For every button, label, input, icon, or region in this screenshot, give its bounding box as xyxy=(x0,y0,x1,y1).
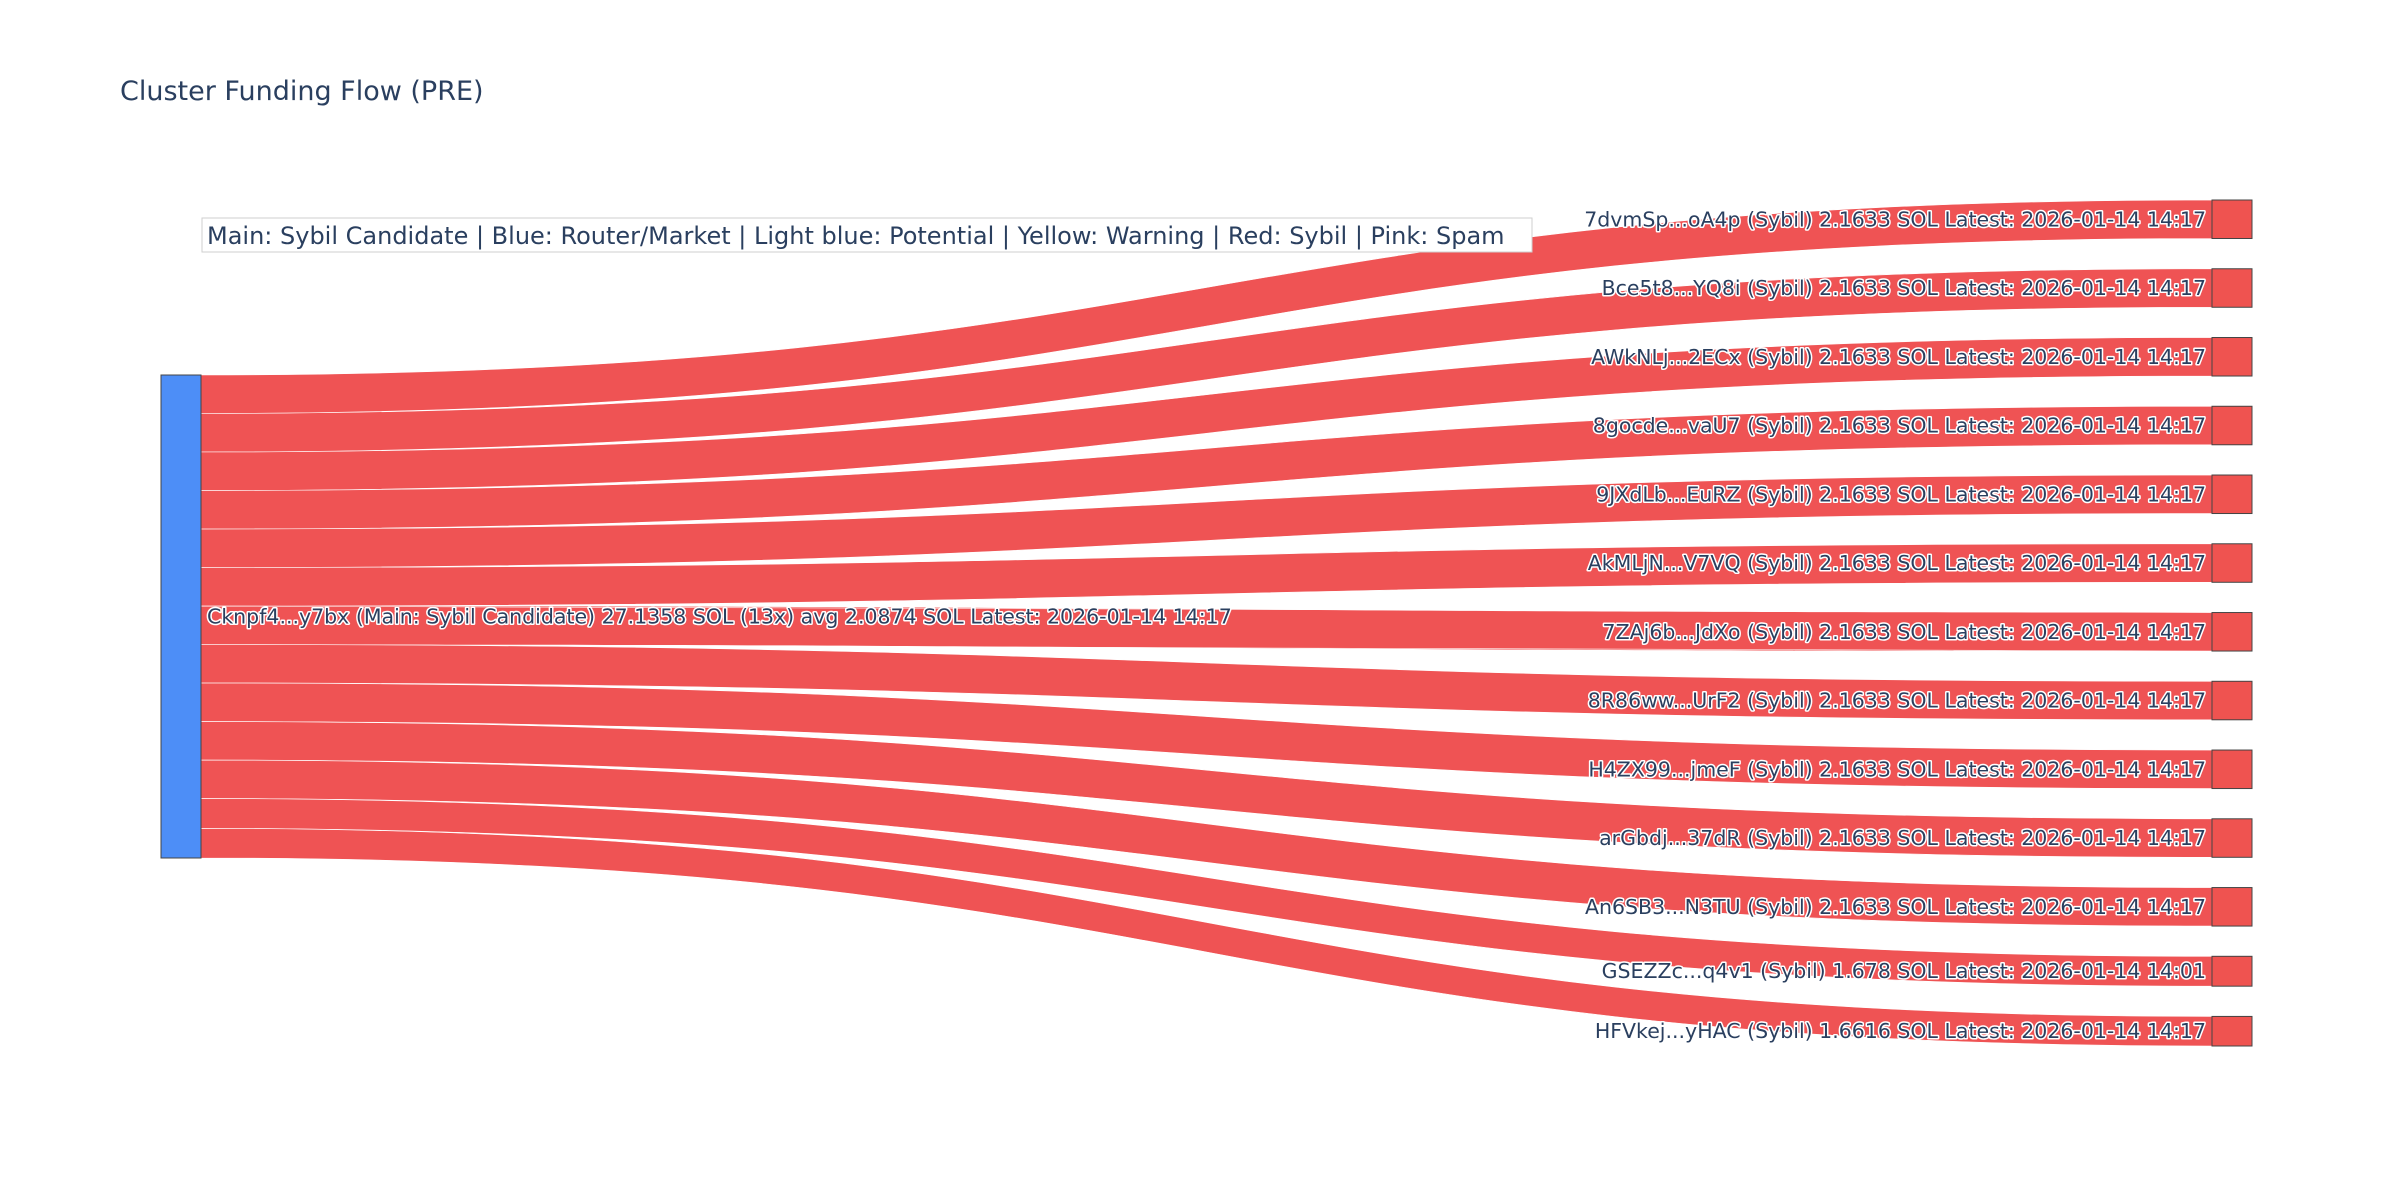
target-node-label: 7dvmSp...oA4p (Sybil) 2.1633 SOL Latest:… xyxy=(1584,207,2206,231)
target-node-label: 8R86ww...UrF2 (Sybil) 2.1633 SOL Latest:… xyxy=(1588,689,2206,713)
target-node[interactable] xyxy=(2211,199,2253,240)
target-node[interactable] xyxy=(2211,405,2253,446)
target-node[interactable] xyxy=(2211,749,2253,790)
source-node[interactable] xyxy=(160,374,202,859)
flow-links xyxy=(200,199,2213,1047)
target-node[interactable] xyxy=(2211,543,2253,583)
target-node-label: AkMLjN...V7VQ (Sybil) 2.1633 SOL Latest:… xyxy=(1588,551,2206,575)
target-node-label: H4ZX99...jmeF (Sybil) 2.1633 SOL Latest:… xyxy=(1588,757,2206,781)
target-node[interactable] xyxy=(2211,474,2253,515)
target-node-label: 9JXdLb...EuRZ (Sybil) 2.1633 SOL Latest:… xyxy=(1596,482,2206,506)
target-node-label: GSEZZc...q4v1 (Sybil) 1.678 SOL Latest: … xyxy=(1602,959,2206,983)
target-node[interactable] xyxy=(2211,612,2253,652)
target-node[interactable] xyxy=(2211,1015,2253,1047)
target-node[interactable] xyxy=(2211,955,2253,987)
legend-annotation: Main: Sybil Candidate | Blue: Router/Mar… xyxy=(201,217,1533,253)
target-node[interactable] xyxy=(2211,268,2253,308)
target-node-label: Bce5t8...YQ8i (Sybil) 2.1633 SOL Latest:… xyxy=(1602,276,2206,300)
target-node-label: AWkNLj...2ECx (Sybil) 2.1633 SOL Latest:… xyxy=(1591,345,2206,369)
target-node-label: arGbdj...37dR (Sybil) 2.1633 SOL Latest:… xyxy=(1599,826,2206,850)
target-node-label: 8gocde...vaU7 (Sybil) 2.1633 SOL Latest:… xyxy=(1593,414,2206,438)
target-node[interactable] xyxy=(2211,337,2253,377)
target-node-label: 7ZAj6b...JdXo (Sybil) 2.1633 SOL Latest:… xyxy=(1603,620,2206,644)
target-node-label: HFVkej...yHAC (Sybil) 1.6616 SOL Latest:… xyxy=(1595,1019,2206,1043)
chart-title: Cluster Funding Flow (PRE) xyxy=(120,76,484,107)
target-node[interactable] xyxy=(2211,887,2253,927)
target-node-label: An6SB3...N3TU (Sybil) 2.1633 SOL Latest:… xyxy=(1585,895,2206,919)
target-node[interactable] xyxy=(2211,680,2253,721)
source-node-label: Cknpf4...y7bx (Main: Sybil Candidate) 27… xyxy=(207,605,1232,629)
legend-annotation-box xyxy=(201,217,1533,253)
target-node[interactable] xyxy=(2211,818,2253,858)
legend-annotation-text: Main: Sybil Candidate | Blue: Router/Mar… xyxy=(207,222,1505,250)
node-labels: Cknpf4...y7bx (Main: Sybil Candidate) 27… xyxy=(206,206,2208,1045)
flow-nodes xyxy=(160,199,2253,1047)
